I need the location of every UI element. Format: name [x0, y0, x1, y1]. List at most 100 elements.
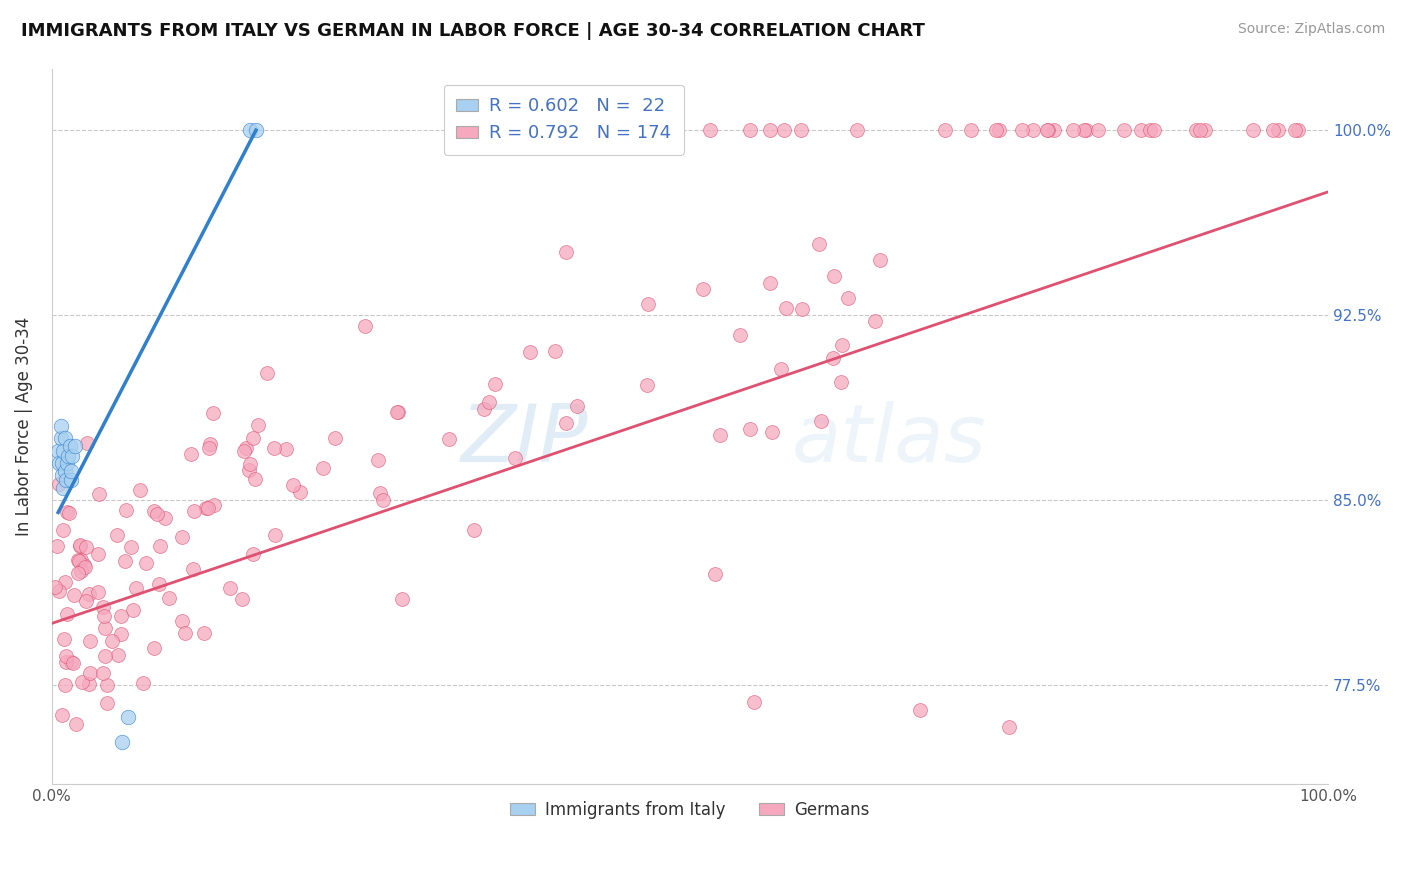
- Point: [484, 377, 506, 392]
- Point: [65, 717, 87, 731]
- Point: [231, 591, 253, 606]
- Point: [48, 583, 70, 598]
- Point: [807, 236, 830, 251]
- Point: [75, 594, 97, 608]
- Point: [367, 453, 389, 467]
- Point: [742, 695, 765, 709]
- Point: [869, 252, 891, 267]
- Point: [148, 577, 170, 591]
- Point: [122, 603, 145, 617]
- Point: [125, 582, 148, 596]
- Point: [837, 291, 859, 305]
- Point: [247, 417, 270, 432]
- Point: [67, 553, 90, 567]
- Point: [1074, 123, 1097, 137]
- Point: [157, 591, 180, 605]
- Point: [73, 558, 96, 573]
- Point: [728, 328, 751, 343]
- Point: [76, 435, 98, 450]
- Point: [437, 433, 460, 447]
- Point: [143, 504, 166, 518]
- Point: [48, 477, 70, 491]
- Point: [790, 302, 813, 317]
- Text: IMMIGRANTS FROM ITALY VS GERMAN IN LABOR FORCE | AGE 30-34 CORRELATION CHART: IMMIGRANTS FROM ITALY VS GERMAN IN LABOR…: [21, 22, 925, 40]
- Point: [52, 523, 75, 537]
- Point: [998, 720, 1021, 734]
- Point: [170, 614, 193, 628]
- Point: [1189, 123, 1212, 137]
- Point: [142, 641, 165, 656]
- Point: [59, 463, 82, 477]
- Point: [101, 634, 124, 648]
- Point: [353, 319, 375, 334]
- Point: [773, 123, 796, 137]
- Point: [1284, 123, 1306, 137]
- Point: [242, 548, 264, 562]
- Point: [519, 344, 541, 359]
- Point: [654, 123, 676, 137]
- Point: [94, 621, 117, 635]
- Point: [810, 414, 832, 428]
- Point: [105, 528, 128, 542]
- Y-axis label: In Labor Force | Age 30-34: In Labor Force | Age 30-34: [15, 317, 32, 536]
- Point: [77, 676, 100, 690]
- Point: [387, 405, 409, 419]
- Point: [51, 707, 73, 722]
- Point: [58, 507, 80, 521]
- Point: [44, 580, 66, 594]
- Point: [264, 527, 287, 541]
- Point: [117, 710, 139, 724]
- Point: [1073, 123, 1095, 137]
- Text: atlas: atlas: [792, 401, 987, 479]
- Point: [75, 540, 97, 554]
- Point: [193, 626, 215, 640]
- Point: [200, 437, 222, 451]
- Point: [52, 443, 75, 458]
- Point: [986, 123, 1008, 137]
- Point: [69, 538, 91, 552]
- Point: [1286, 123, 1309, 137]
- Point: [110, 627, 132, 641]
- Point: [46, 540, 69, 554]
- Point: [91, 600, 114, 615]
- Point: [478, 395, 501, 409]
- Point: [637, 297, 659, 311]
- Point: [988, 123, 1011, 137]
- Point: [183, 503, 205, 517]
- Point: [59, 474, 82, 488]
- Point: [555, 244, 578, 259]
- Point: [908, 703, 931, 717]
- Point: [312, 461, 335, 475]
- Point: [91, 665, 114, 680]
- Point: [1267, 123, 1289, 137]
- Point: [86, 584, 108, 599]
- Point: [323, 431, 346, 445]
- Point: [934, 123, 956, 137]
- Point: [1043, 123, 1066, 137]
- Point: [567, 400, 589, 414]
- Point: [769, 361, 792, 376]
- Point: [1036, 123, 1059, 137]
- Point: [174, 626, 197, 640]
- Point: [263, 441, 285, 455]
- Point: [959, 123, 981, 137]
- Point: [283, 478, 305, 492]
- Point: [239, 123, 262, 137]
- Point: [198, 441, 221, 455]
- Point: [1011, 123, 1033, 137]
- Point: [1129, 123, 1152, 137]
- Point: [830, 375, 852, 389]
- Point: [202, 406, 225, 420]
- Point: [69, 564, 91, 578]
- Point: [238, 463, 260, 477]
- Point: [55, 474, 77, 488]
- Point: [699, 123, 721, 137]
- Point: [1112, 123, 1135, 137]
- Point: [49, 419, 72, 434]
- Point: [276, 442, 298, 456]
- Point: [46, 443, 69, 458]
- Point: [1087, 123, 1109, 137]
- Point: [472, 402, 495, 417]
- Point: [86, 548, 108, 562]
- Point: [645, 123, 668, 137]
